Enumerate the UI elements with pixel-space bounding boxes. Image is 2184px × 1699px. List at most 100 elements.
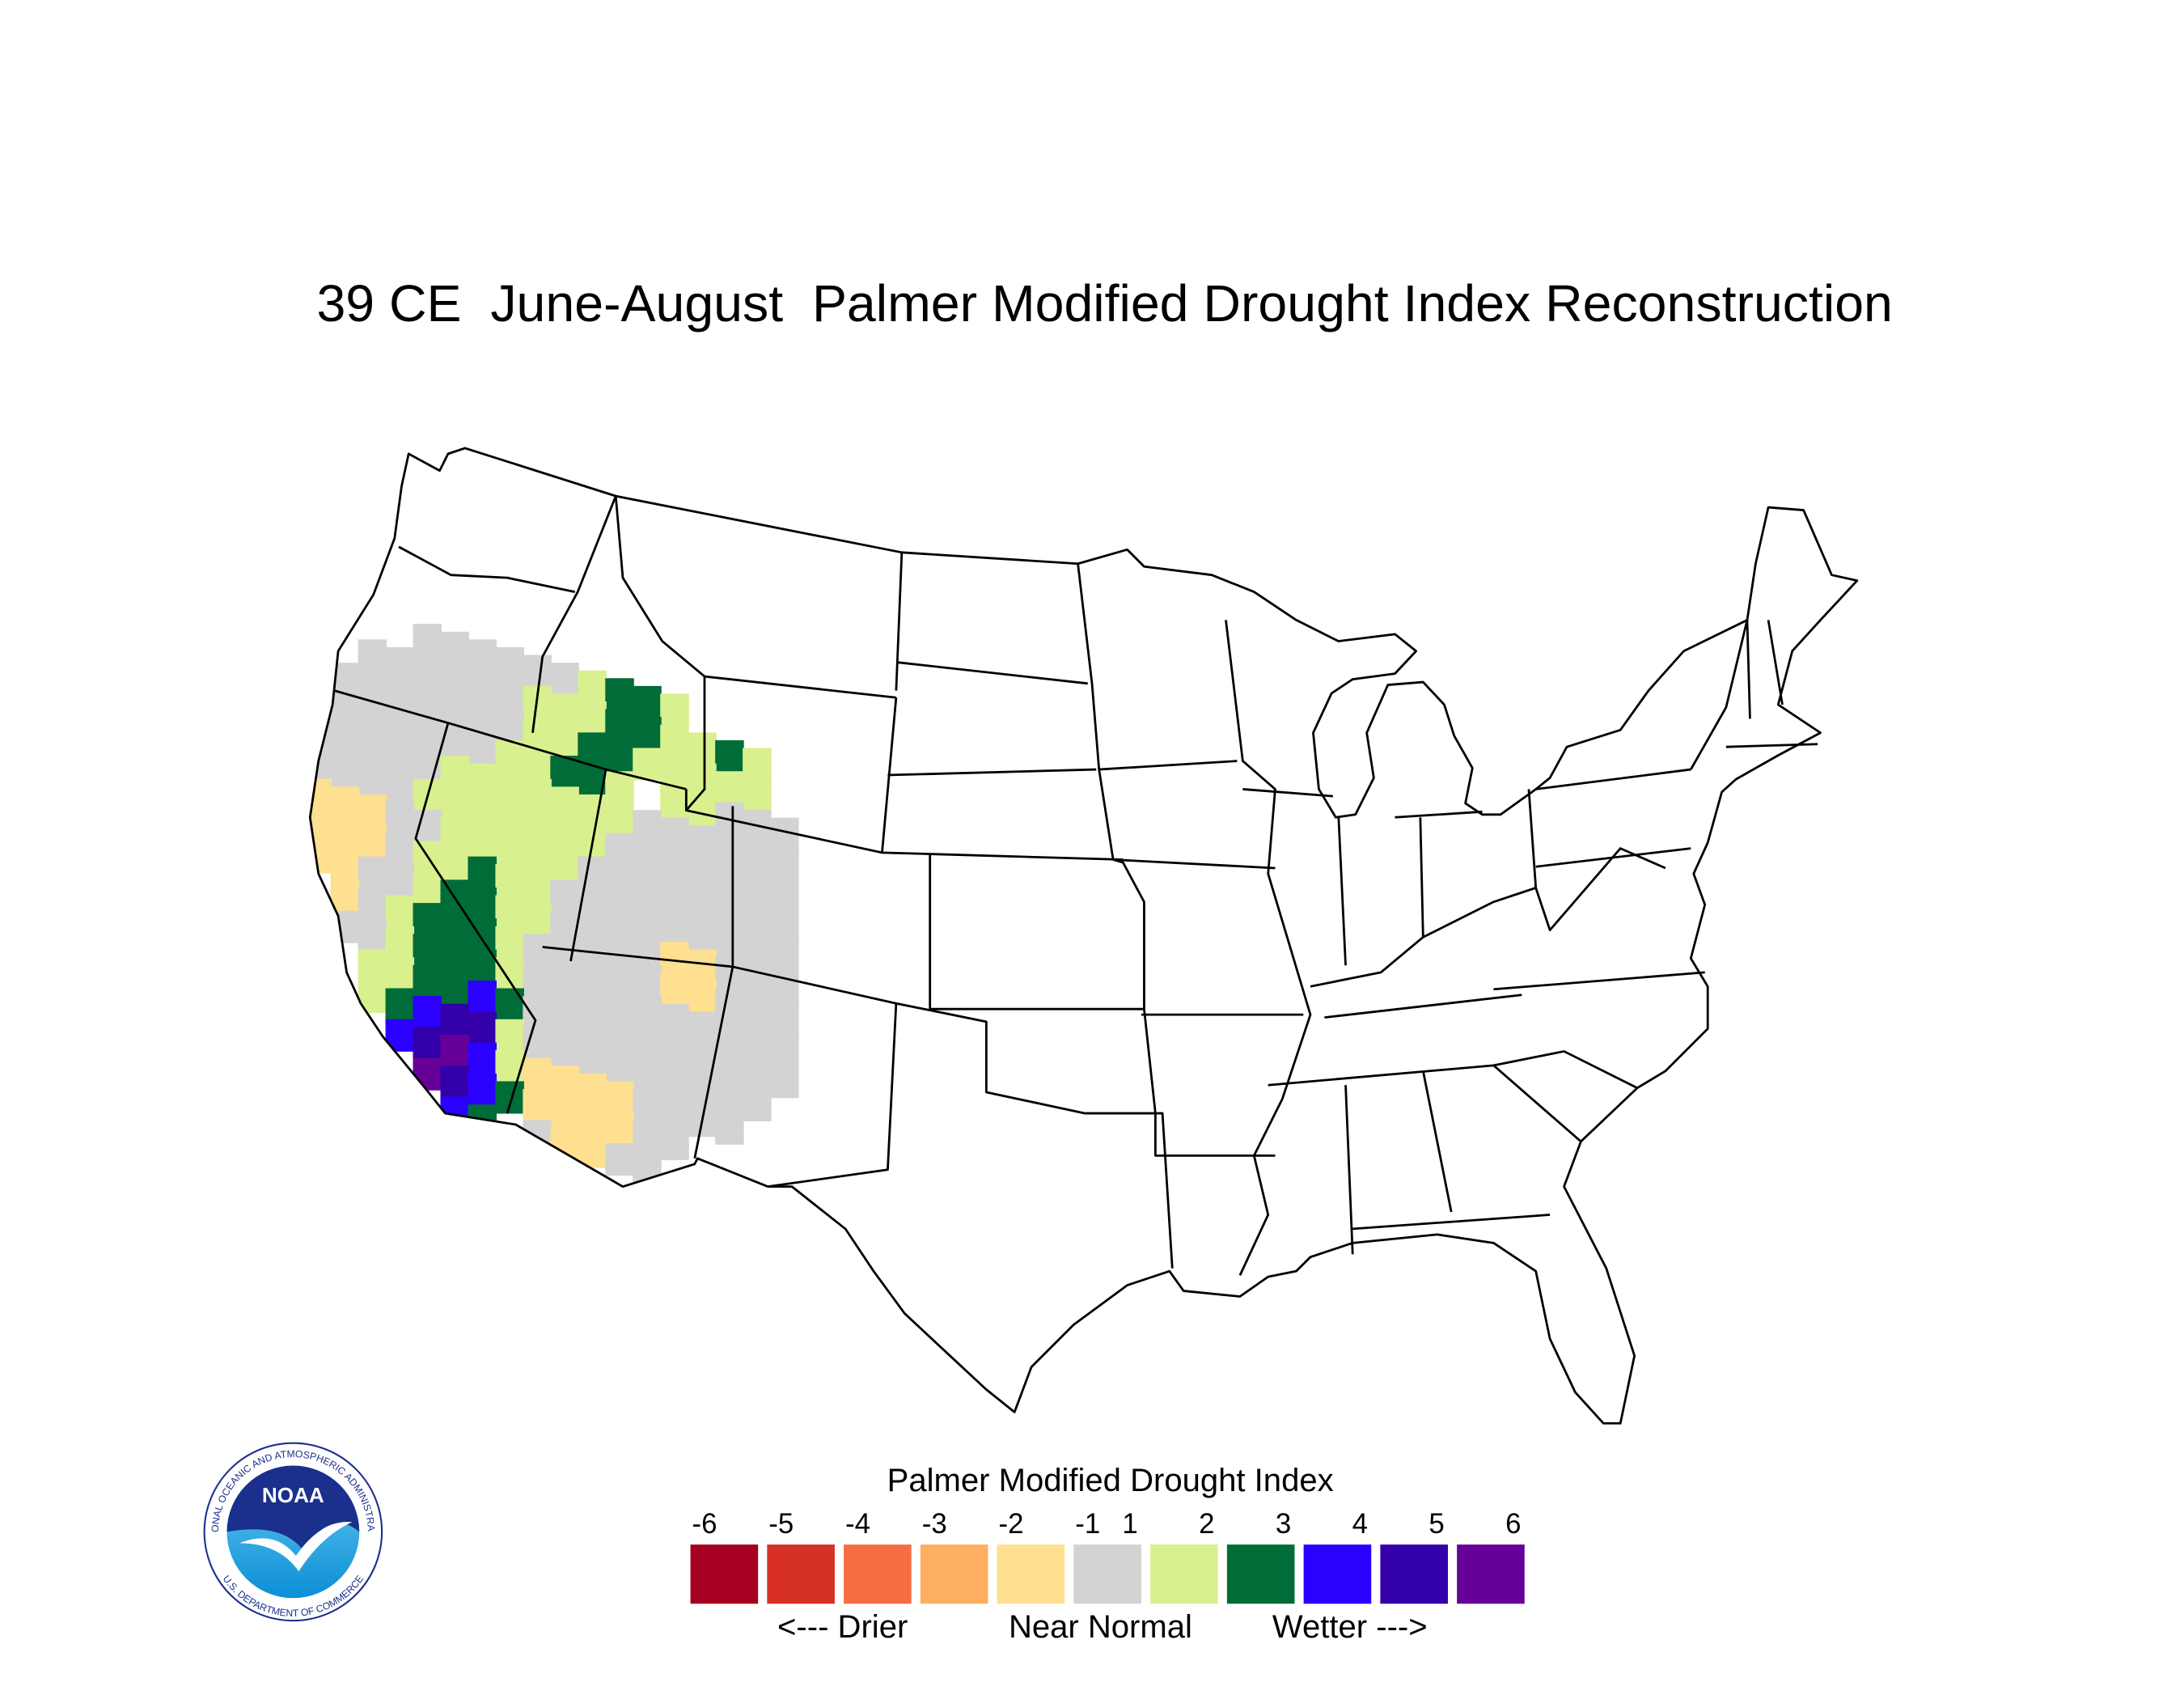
- state-border: [1242, 788, 1333, 798]
- grid-cell: [578, 701, 607, 735]
- grid-cell: [468, 1073, 497, 1106]
- grid-cell: [385, 988, 415, 1021]
- grid-cell: [633, 996, 662, 1029]
- grid-cell: [523, 655, 552, 688]
- state-border: [895, 552, 904, 691]
- grid-cell: [358, 856, 387, 889]
- grid-cell: [358, 887, 387, 921]
- state-border: [1746, 620, 1751, 719]
- grid-cell: [413, 934, 442, 967]
- grid-cell: [468, 980, 497, 1013]
- state-border: [768, 1003, 898, 1188]
- grid-cell: [633, 748, 662, 781]
- grid-cell: [660, 786, 689, 820]
- grid-cell: [310, 810, 332, 843]
- state-border: [1535, 847, 1691, 868]
- grid-cell: [413, 685, 442, 718]
- grid-cell: [495, 739, 524, 773]
- state-border: [1725, 743, 1818, 748]
- grid-cell: [310, 685, 332, 718]
- grid-cell: [330, 786, 360, 820]
- grid-cell: [578, 918, 607, 951]
- grid-cell: [660, 693, 689, 727]
- grid-cell: [413, 964, 442, 998]
- state-border: [1534, 847, 1666, 932]
- grid-cell: [633, 810, 662, 843]
- grid-cell: [330, 756, 360, 789]
- grid-cell: [550, 942, 579, 975]
- grid-cell: [715, 771, 744, 804]
- grid-cell: [523, 934, 552, 967]
- grid-cell: [523, 778, 552, 811]
- grid-cell: [715, 1081, 744, 1114]
- grid-cell: [385, 646, 415, 680]
- legend-caption: <--- Drier: [777, 1609, 908, 1645]
- legend-tick-label: 5: [1428, 1508, 1444, 1540]
- legend: Palmer Modified Drought Index <--- Drier…: [690, 1463, 1525, 1645]
- logo-sky: [226, 1465, 360, 1551]
- grid-cell: [495, 771, 524, 804]
- state-border: [929, 853, 1124, 861]
- grid-cell: [550, 724, 579, 757]
- grid-cell: [385, 739, 415, 773]
- grid-cell: [605, 1019, 634, 1052]
- grid-cell: [605, 988, 634, 1021]
- grid-cell: [605, 678, 634, 711]
- grid-cell: [605, 1143, 634, 1176]
- grid-cell: [495, 802, 524, 835]
- grid-cell: [550, 1127, 579, 1160]
- grid-cell: [385, 833, 415, 866]
- grid-cell: [715, 1050, 744, 1083]
- legend-swatch: [690, 1544, 759, 1604]
- grid-cell: [660, 1066, 689, 1099]
- grid-cell: [633, 903, 662, 936]
- grid-cell: [660, 849, 689, 882]
- grid-cell: [578, 856, 607, 889]
- state-border: [333, 689, 687, 790]
- grid-cell: [550, 817, 579, 850]
- grid-cell: [688, 1011, 717, 1044]
- grid-cell: [550, 693, 579, 727]
- state-border: [1077, 563, 1276, 1157]
- state-border: [704, 675, 897, 699]
- grid-cell: [468, 794, 497, 828]
- grid-cell: [743, 748, 772, 781]
- state-border: [684, 789, 930, 855]
- grid-cell: [468, 825, 497, 858]
- grid-cell: [605, 833, 634, 866]
- legend-tick-label: 1: [1122, 1508, 1137, 1540]
- grid-cell: [468, 763, 497, 796]
- legend-swatch: [767, 1544, 835, 1604]
- grid-cell: [468, 670, 497, 703]
- grid-cell: [413, 624, 442, 657]
- grid-cell: [468, 1042, 497, 1075]
- grid-cell: [330, 817, 360, 850]
- grid-cell: [660, 910, 689, 943]
- grid-cell: [495, 1050, 524, 1083]
- grid-cell: [578, 980, 607, 1013]
- grid-cell: [633, 717, 662, 750]
- grid-cell: [413, 1057, 442, 1091]
- grid-cell: [330, 879, 360, 913]
- grid-cell: [770, 879, 799, 913]
- grid-cell: [550, 663, 579, 696]
- grid-cell: [633, 1089, 662, 1122]
- state-border: [1492, 1064, 1582, 1142]
- grid-cell: [358, 825, 387, 858]
- grid-cell: [440, 910, 470, 943]
- grid-cell: [495, 646, 524, 680]
- grid-cell: [358, 918, 387, 951]
- state-border: [1527, 789, 1538, 888]
- grid-cell: [633, 841, 662, 874]
- state-border: [1535, 768, 1691, 790]
- state-border: [1344, 1085, 1354, 1255]
- legend-tick-label: 2: [1199, 1508, 1214, 1540]
- grid-cell: [413, 810, 442, 843]
- grid-cell: [770, 1066, 799, 1099]
- grid-cell: [770, 1034, 799, 1068]
- grid-cell: [358, 732, 387, 765]
- grid-cell: [385, 864, 415, 897]
- grid-cell: [688, 980, 717, 1013]
- grid-cell: [605, 709, 634, 742]
